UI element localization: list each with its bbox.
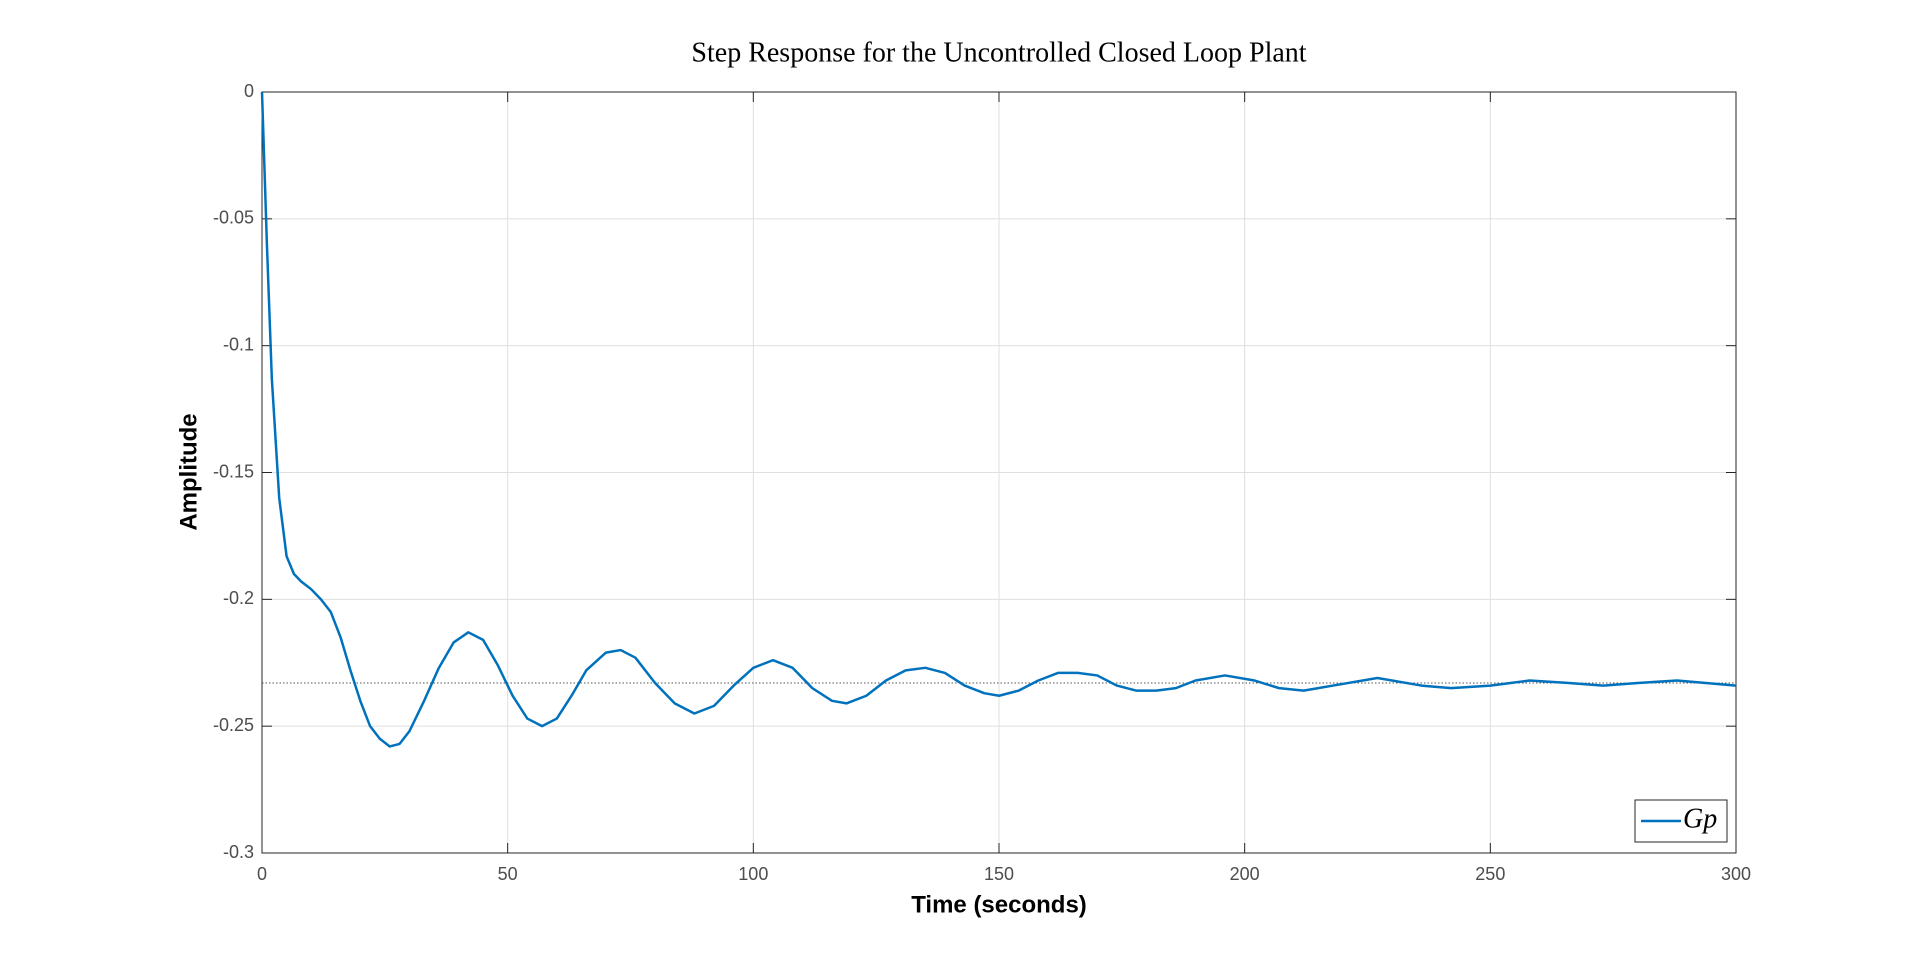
x-axis-label: Time (seconds) [911, 891, 1087, 918]
x-tick-label: 100 [738, 864, 768, 884]
y-tick-label: -0.15 [213, 461, 254, 481]
x-tick-label: 300 [1721, 864, 1751, 884]
y-tick-label: 0 [244, 81, 254, 101]
y-tick-label: -0.2 [223, 588, 254, 608]
chart-title: Step Response for the Uncontrolled Close… [691, 37, 1306, 68]
legend-label: Gp [1683, 803, 1717, 834]
line-series [260, 91, 1737, 748]
axes-box [261, 91, 1737, 854]
y-tick-label: -0.3 [223, 842, 254, 862]
x-tick-label: 150 [984, 864, 1014, 884]
x-tick-label: 200 [1230, 864, 1260, 884]
x-tick-label: 250 [1475, 864, 1505, 884]
y-tick-label: -0.1 [223, 334, 254, 354]
x-tick-label: 0 [257, 864, 267, 884]
y-tick-label: -0.05 [213, 208, 254, 228]
y-axis-label: Amplitude [175, 413, 202, 530]
y-tick-label: -0.25 [213, 715, 254, 735]
x-tick-label: 50 [498, 864, 518, 884]
